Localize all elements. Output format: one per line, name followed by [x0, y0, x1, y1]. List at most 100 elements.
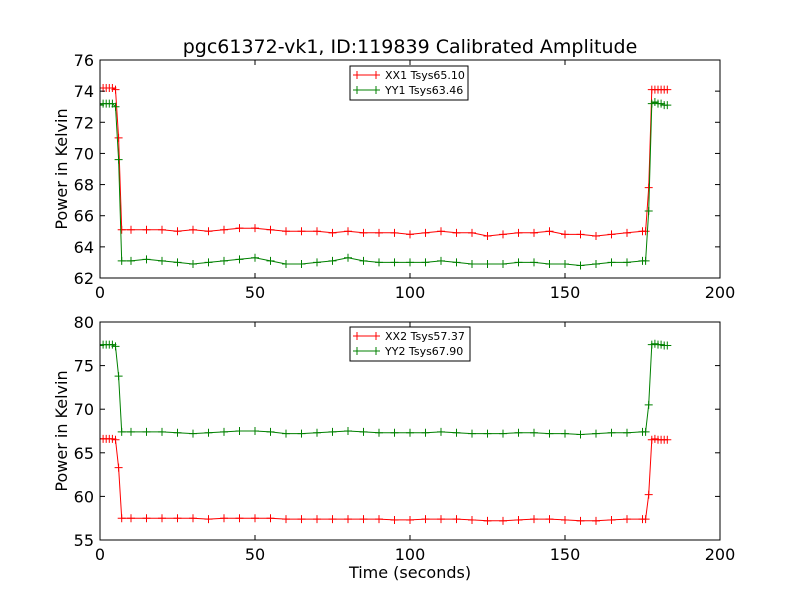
data-point — [114, 155, 123, 164]
data-point — [266, 514, 275, 523]
data-point — [530, 228, 538, 237]
data-point — [344, 253, 352, 262]
data-point — [545, 429, 554, 438]
data-point — [514, 258, 523, 267]
legend-box — [349, 326, 471, 362]
series-2 — [100, 98, 672, 270]
data-point — [344, 515, 352, 524]
data-point — [375, 258, 383, 267]
data-point — [282, 429, 290, 438]
data-point — [452, 428, 461, 437]
data-point — [576, 261, 585, 270]
data-point — [421, 515, 430, 524]
data-point — [173, 428, 182, 437]
data-point — [390, 228, 399, 237]
data-point — [530, 515, 538, 524]
series-1 — [100, 84, 672, 240]
data-point — [468, 429, 476, 438]
data-point — [592, 516, 600, 525]
data-point — [251, 253, 259, 262]
legend-marker — [353, 332, 361, 340]
data-point — [561, 259, 569, 268]
x-tick-label: 50 — [245, 283, 265, 302]
data-point — [483, 516, 492, 525]
data-point — [127, 256, 135, 265]
y-tick-label: 70 — [74, 144, 94, 163]
legend-label: YY2 Tsys67.90 — [384, 345, 463, 358]
data-point — [545, 227, 554, 236]
data-point — [142, 427, 151, 436]
data-point — [663, 435, 672, 444]
data-point — [483, 259, 492, 268]
data-point — [499, 516, 507, 525]
data-point — [641, 515, 650, 524]
data-point — [313, 515, 321, 524]
data-point — [127, 225, 135, 234]
legend-marker — [353, 71, 361, 79]
data-point — [452, 515, 461, 524]
data-point — [266, 427, 275, 436]
data-point — [641, 427, 650, 436]
data-point — [545, 515, 554, 524]
data-point — [251, 224, 259, 233]
data-point — [514, 428, 523, 437]
data-point — [623, 228, 631, 237]
data-point — [111, 435, 120, 444]
y-tick-label: 55 — [74, 531, 94, 550]
x-tick-label: 200 — [705, 283, 736, 302]
data-point — [117, 225, 126, 234]
data-point — [359, 256, 368, 265]
data-point — [623, 428, 631, 437]
data-point — [607, 428, 616, 437]
data-point — [204, 258, 213, 267]
data-point — [375, 515, 383, 524]
data-point — [468, 228, 476, 237]
data-point — [117, 427, 126, 436]
data-point — [114, 133, 123, 142]
x-axis-label: Time (seconds) — [348, 563, 471, 582]
data-point — [406, 428, 414, 437]
data-point — [641, 256, 650, 265]
data-point — [297, 227, 306, 236]
data-point — [592, 231, 600, 240]
data-point — [158, 225, 166, 234]
data-point — [220, 427, 228, 436]
data-point — [437, 256, 445, 265]
data-point — [117, 514, 126, 523]
data-point — [359, 515, 368, 524]
data-point — [142, 225, 151, 234]
data-point — [220, 256, 228, 265]
data-point — [282, 515, 290, 524]
data-point — [204, 428, 213, 437]
legend-marker — [372, 332, 380, 340]
data-point — [421, 428, 430, 437]
data-point — [406, 515, 414, 524]
legend-label: YY1 Tsys63.46 — [384, 84, 463, 97]
data-point — [313, 227, 321, 236]
data-point — [235, 224, 244, 233]
data-point — [623, 258, 631, 267]
data-point — [644, 207, 653, 216]
data-point — [158, 256, 166, 265]
data-point — [421, 228, 430, 237]
data-point — [114, 463, 123, 472]
data-point — [592, 429, 600, 438]
data-point — [499, 230, 507, 239]
y-tick-label: 62 — [74, 269, 94, 288]
data-point — [663, 85, 672, 94]
legend-marker — [353, 347, 361, 355]
data-point — [204, 227, 213, 236]
data-point — [173, 514, 182, 523]
data-point — [514, 515, 523, 524]
data-point — [235, 427, 244, 435]
data-point — [251, 427, 259, 435]
data-point — [328, 427, 337, 436]
data-point — [514, 228, 523, 237]
x-tick-label: 150 — [550, 545, 581, 564]
data-point — [297, 259, 306, 268]
data-point — [390, 515, 399, 524]
data-point — [282, 227, 290, 236]
legend-label: XX1 Tsys65.10 — [385, 69, 465, 82]
data-point — [111, 342, 120, 351]
